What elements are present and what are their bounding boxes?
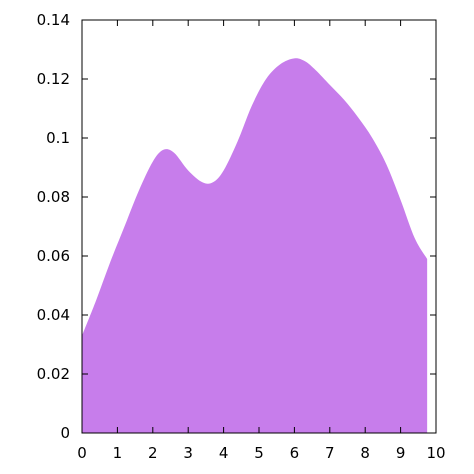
x-tick-label: 9 (396, 444, 406, 462)
x-tick-label: 0 (77, 444, 87, 462)
x-tick-label: 2 (148, 444, 158, 462)
y-tick-label: 0.06 (37, 247, 70, 265)
x-tick-label: 1 (113, 444, 123, 462)
y-tick-label: 0.12 (37, 70, 70, 88)
x-tick-label: 10 (426, 444, 445, 462)
x-tick-label: 8 (360, 444, 370, 462)
x-tick-label: 3 (183, 444, 193, 462)
x-tick-label: 7 (325, 444, 335, 462)
area-series (82, 58, 428, 434)
y-tick-label: 0.1 (46, 129, 70, 147)
x-tick-label: 6 (290, 444, 300, 462)
x-tick-label: 5 (254, 444, 264, 462)
y-axis-labels: 0 0.02 0.04 0.06 0.08 0.1 0.12 0.14 (37, 11, 70, 442)
y-tick-label: 0.14 (37, 11, 70, 29)
tick-layer (82, 20, 436, 433)
y-tick-label: 0.02 (37, 365, 70, 383)
y-tick-label: 0 (60, 424, 70, 442)
y-tick-label: 0.08 (37, 188, 70, 206)
area-layer (82, 58, 428, 434)
y-tick-label: 0.04 (37, 306, 70, 324)
x-tick-label: 4 (219, 444, 229, 462)
x-axis-labels: 0 1 2 3 4 5 6 7 8 9 10 (77, 444, 445, 462)
